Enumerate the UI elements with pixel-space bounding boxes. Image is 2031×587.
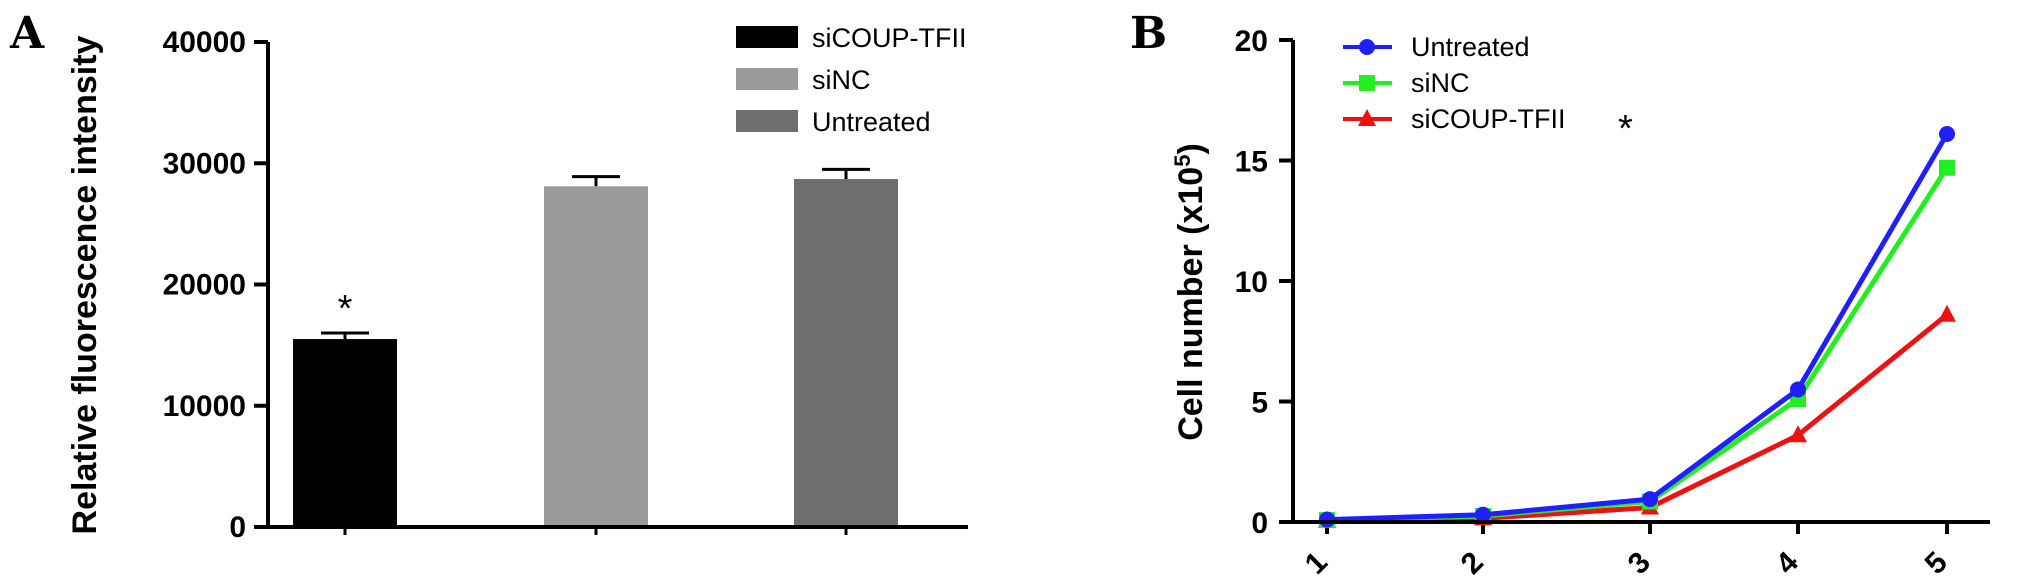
- legend-swatch: [736, 68, 798, 90]
- data-point: [1939, 159, 1955, 176]
- y-tick-label: 20000: [163, 269, 246, 302]
- y-tick-label: 20: [1235, 25, 1268, 58]
- series-line: [1326, 166, 1950, 523]
- x-tick-label: 4: [1770, 545, 1805, 580]
- panel-b-y-axis-title-close: ): [1172, 143, 1210, 154]
- legend-label: Untreated: [812, 107, 931, 137]
- y-tick-label: 15: [1235, 146, 1268, 179]
- panel-b-series: [1318, 125, 1956, 529]
- panel-b-legend: Untreated siNC siCOUP-TFII *: [1343, 32, 1633, 150]
- legend-label: siNC: [1411, 68, 1470, 98]
- legend-marker: [1359, 75, 1375, 91]
- data-point: [1475, 506, 1491, 523]
- panel-b-y-axis-title: Cell number (x105): [1170, 143, 1210, 441]
- series-line: [1326, 132, 1950, 523]
- panel-a-y-ticks: 0 10000 20000 30000 40000: [163, 26, 268, 544]
- x-tick-label: 2: [1455, 546, 1490, 581]
- x-tick-label: 1: [1299, 546, 1334, 581]
- x-tick-label: 5: [1919, 546, 1954, 581]
- legend-label: siNC: [812, 65, 871, 95]
- panel-b-y-axis-title-sup: 5: [1170, 155, 1195, 167]
- y-tick-label: 40000: [163, 26, 246, 59]
- y-tick-label: 0: [229, 511, 246, 544]
- series-line: [1326, 312, 1949, 524]
- panel-a-letter: A: [9, 8, 45, 59]
- legend-label: Untreated: [1411, 32, 1530, 62]
- y-tick-label: 10: [1235, 266, 1268, 299]
- panel-b-letter: B: [1130, 8, 1167, 59]
- bar: [794, 179, 898, 527]
- panel-a-legend: siCOUP-TFII siNC Untreated: [736, 23, 967, 137]
- bar: [544, 186, 648, 527]
- legend-swatch: [736, 26, 798, 48]
- bar: [293, 339, 397, 527]
- data-point: [1789, 425, 1807, 443]
- legend-swatch: [736, 110, 798, 132]
- data-point: [1938, 304, 1956, 322]
- legend-label: siCOUP-TFII: [812, 23, 967, 53]
- legend-significance-star: *: [1618, 108, 1633, 150]
- panel-a-significance-star: *: [338, 288, 353, 330]
- panel-a-bars: [293, 167, 898, 535]
- panel-b-y-axis-title-text: Cell number (x10: [1172, 167, 1210, 441]
- data-point: [1790, 381, 1806, 398]
- legend-marker: [1359, 39, 1375, 55]
- panel-a-bar-chart: A Relative fluorescence intensity 0 10000…: [9, 8, 968, 544]
- x-tick-label: 3: [1622, 546, 1657, 581]
- y-tick-label: 5: [1251, 387, 1268, 420]
- y-tick-label: 30000: [163, 147, 246, 180]
- y-tick-label: 0: [1251, 507, 1268, 540]
- panel-b-y-ticks: 0 5 10 15 20: [1235, 25, 1293, 540]
- legend-label: siCOUP-TFII: [1411, 104, 1566, 134]
- y-tick-label: 10000: [163, 390, 246, 423]
- panel-b-x-ticks: 1 2 3 4 5: [1299, 522, 1954, 581]
- panel-a-y-axis-title: Relative fluorescence intensity: [66, 35, 104, 534]
- data-point: [1939, 125, 1955, 142]
- data-point: [1319, 511, 1335, 528]
- data-point: [1642, 491, 1658, 508]
- legend-marker: [1358, 109, 1376, 126]
